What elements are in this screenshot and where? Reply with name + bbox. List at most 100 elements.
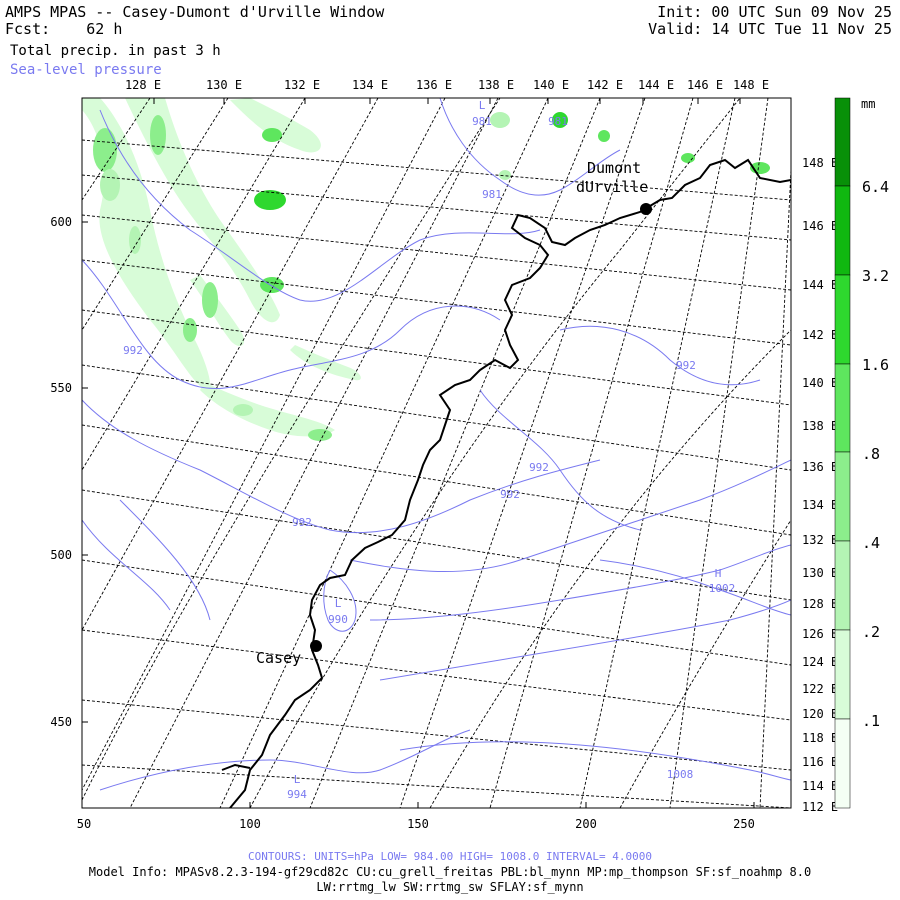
graticule (82, 98, 791, 808)
right-lon-label: 114 E (802, 779, 838, 793)
meridian (399, 98, 646, 808)
top-lon-label: 148 E (733, 78, 769, 92)
right-lon-label: 120 E (802, 707, 838, 721)
parallel (82, 364, 791, 471)
top-lon-label: 146 E (687, 78, 723, 92)
parallel (82, 424, 791, 536)
top-lon-label: 138 E (478, 78, 514, 92)
top-lon-label: 140 E (533, 78, 569, 92)
plot-border (81, 97, 792, 809)
top-lon-label: 134 E (352, 78, 388, 92)
precip-patch (93, 128, 117, 172)
station-labels: Dumont dUrville Casey (256, 159, 648, 667)
colorbar-bin (834, 540, 851, 631)
right-lon-label: 136 E (802, 460, 838, 474)
parallel (82, 259, 791, 346)
meridian (129, 98, 499, 808)
parallel (82, 629, 791, 721)
parallel (82, 309, 791, 406)
top-lon-label: 128 E (125, 78, 161, 92)
pressure-center-letter: L (294, 773, 301, 786)
top-lon-label: 144 E (638, 78, 674, 92)
pressure-value: 981 (482, 188, 502, 201)
colorbar-labels: mm 6.4 3.2 1.6 .8 .4 .2 .1 (861, 97, 889, 730)
pressure-value: 992 (123, 344, 143, 357)
right-lon-label: 124 E (802, 655, 838, 669)
pressure-labels: L 981 981 981 992 992 992 992 992 L 990 … (123, 99, 735, 801)
pressure-value: 994 (287, 788, 307, 801)
colorbar-bin (834, 629, 851, 720)
precip-patch (552, 112, 568, 128)
pressure-value: 1008 (667, 768, 694, 781)
pressure-value: 981 (548, 115, 568, 128)
right-lon-label: 116 E (802, 755, 838, 769)
colorbar-level: .4 (862, 534, 880, 552)
y-tick-label: 450 (50, 715, 72, 729)
ring (429, 329, 791, 808)
isobar (82, 399, 601, 534)
axis-ticks (81, 98, 755, 808)
precip-patch (262, 128, 282, 142)
ring (249, 98, 741, 808)
meridian (669, 98, 769, 808)
colorbar-bin (834, 451, 851, 542)
coast-line (229, 158, 791, 808)
right-lon-label: 128 E (802, 597, 838, 611)
dumont-station-marker[interactable] (640, 203, 652, 215)
isobar (119, 499, 211, 621)
right-lon-label: 118 E (802, 731, 838, 745)
parallel (82, 174, 791, 241)
ring (619, 519, 791, 808)
right-lon-label: 146 E (802, 219, 838, 233)
top-lon-label: 136 E (416, 78, 452, 92)
meridian (309, 98, 601, 808)
fcst-label: Fcst: (5, 20, 51, 38)
meridian (489, 98, 694, 808)
y-tick-label: 500 (50, 548, 72, 562)
meridian (82, 98, 151, 201)
right-lon-label: 140 E (802, 376, 838, 390)
colorbar-level: .2 (862, 623, 880, 641)
pressure-value: 992 (529, 461, 549, 474)
isobar (323, 569, 357, 632)
top-lon-label: 132 E (284, 78, 320, 92)
precip-patch (681, 153, 695, 163)
colorbar-bin (834, 363, 851, 453)
pressure-value: 1002 (709, 582, 736, 595)
precip-patch (598, 130, 610, 142)
right-lon-label: 138 E (802, 419, 838, 433)
pressure-value: 981 (472, 115, 492, 128)
isobar (349, 459, 791, 573)
right-lon-label: 122 E (802, 682, 838, 696)
isobar (99, 109, 541, 302)
colorbar-level: 6.4 (862, 178, 889, 196)
isobar (559, 325, 761, 386)
y-tick-label: 550 (50, 381, 72, 395)
precip-patch (260, 277, 284, 293)
y-tick-label: 600 (50, 215, 72, 229)
precip-patch (254, 190, 286, 210)
x-tick-label: 150 (407, 817, 429, 831)
valid-time: Valid: 14 UTC Tue 11 Nov 25 (648, 20, 892, 38)
colorbar-level: .1 (862, 712, 880, 730)
right-lon-label: 132 E (802, 533, 838, 547)
isobar (599, 559, 791, 616)
top-longitude-labels: 128 E 130 E 132 E 134 E 136 E 138 E 140 … (125, 78, 769, 92)
pressure-value: 992 (500, 488, 520, 501)
right-lon-label: 112 E (802, 800, 838, 814)
casey-station-marker[interactable] (310, 640, 322, 652)
top-lon-label: 130 E (206, 78, 242, 92)
isobar (379, 599, 791, 681)
isobar (82, 259, 501, 390)
colorbar-bin (834, 97, 851, 187)
meridian (82, 98, 446, 791)
right-lon-label: 134 E (802, 498, 838, 512)
init-time: Init: 00 UTC Sun 09 Nov 25 (657, 3, 892, 21)
isobar (479, 389, 641, 531)
isobar (439, 98, 621, 196)
precip-patch (100, 169, 120, 201)
parallel (82, 489, 791, 601)
colorbar-level: .8 (862, 445, 880, 463)
pressure-center-letter: L (479, 99, 486, 112)
parallel (82, 699, 791, 771)
